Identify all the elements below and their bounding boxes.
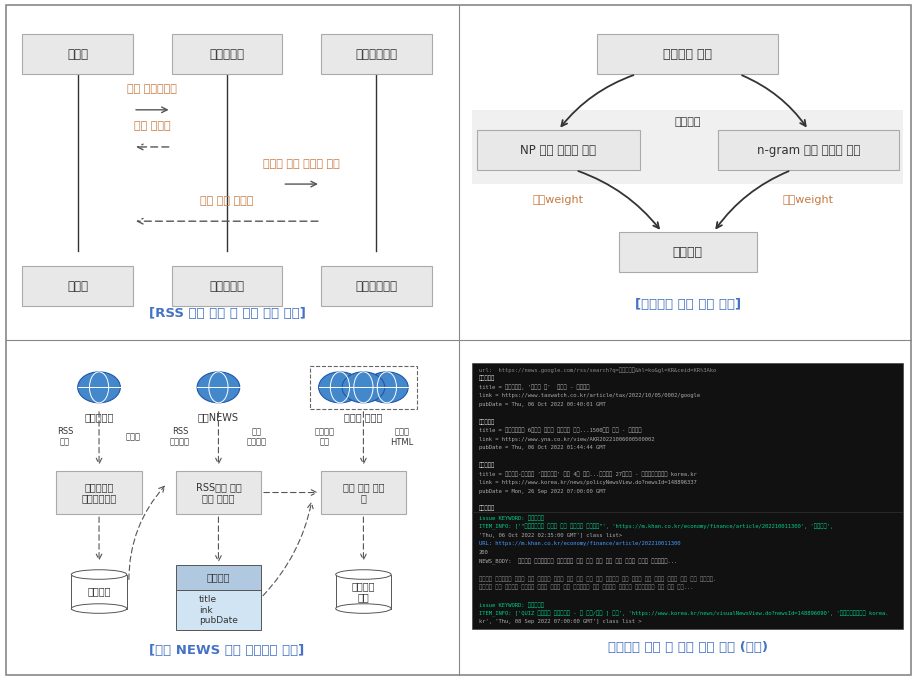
Text: 새증발기금: 새증발기금 <box>479 462 495 468</box>
Text: link = https://www.taxwatch.co.kr/article/tax/2022/10/05/0002/google: link = https://www.taxwatch.co.kr/articl… <box>479 393 700 398</box>
Text: kr', 'Thu, 08 Sep 2022 07:00:00 GMT'] class list >: kr', 'Thu, 08 Sep 2022 07:00:00 GMT'] cl… <box>479 619 641 624</box>
Text: NEWS_BODY:  시중은행 지삼인연대보 새증발기금 신청 기간 연장 요청 업은 없는지 지솨을 내리고품다...: NEWS_BODY: 시중은행 지삼인연대보 새증발기금 신청 기간 연장 요청… <box>479 558 677 565</box>
Text: 'Thu, 06 Oct 2022 02:35:00 GMT'] class list>: 'Thu, 06 Oct 2022 02:35:00 GMT'] class l… <box>479 532 622 538</box>
Bar <box>718 130 899 170</box>
Bar <box>72 575 127 609</box>
Text: 빈도weight: 빈도weight <box>783 194 834 205</box>
Text: 새증발기금: 새증발기금 <box>479 376 495 381</box>
Text: link = https://www.korea.kr/news/policyNewsView.do?newsId=148896337: link = https://www.korea.kr/news/policyN… <box>479 480 697 485</box>
Bar <box>597 34 779 74</box>
Bar <box>176 565 261 590</box>
Text: 게시로: 게시로 <box>126 432 140 441</box>
Bar <box>619 232 757 272</box>
Text: 새증발기금: 새증발기금 <box>479 506 495 511</box>
Text: 빈도weight: 빈도weight <box>533 194 584 205</box>
Text: 연관기사
요청: 연관기사 요청 <box>315 427 335 447</box>
Bar <box>310 366 416 409</box>
Text: 시스템: 시스템 <box>67 279 88 292</box>
Text: [RSS 기반 수집 및 이슈 후보 추출]: [RSS 기반 수집 및 이슈 후보 추출] <box>149 307 305 320</box>
Text: 정책게시판
이슈후보추출: 정책게시판 이슈후보추출 <box>82 481 116 503</box>
Text: 내용 본문 추출
기: 내용 본문 추출 기 <box>343 481 384 503</box>
Text: [이슈후보 추출 방안 개요]: [이슈후보 추출 방안 개요] <box>635 298 741 311</box>
Text: ITEM_INFO: ['QUIZ 맞히면는 새증발기금 - 신 퀴드/연합 ] 뉴스', 'https://www.korea.kr/news/visualN: ITEM_INFO: ['QUIZ 맞히면는 새증발기금 - 신 퀴드/연합 ]… <box>479 611 889 617</box>
Bar <box>176 471 261 514</box>
Circle shape <box>318 372 361 403</box>
Text: n-gram 기준 핵심어 추출: n-gram 기준 핵심어 추출 <box>757 143 860 156</box>
Circle shape <box>78 372 120 403</box>
Text: issue KEYWORD: 새증발기금: issue KEYWORD: 새증발기금 <box>479 602 544 607</box>
Text: 이슈후보: 이슈후보 <box>673 245 702 258</box>
Text: issue KEYWORD: 새증발기금: issue KEYWORD: 새증발기금 <box>479 515 544 521</box>
Text: 게시글
HTML: 게시글 HTML <box>390 427 414 447</box>
Text: title = 새증발기금, '연납이 관'  빨리야 - 택스워치: title = 새증발기금, '연납이 관' 빨리야 - 택스워치 <box>479 385 590 390</box>
Bar <box>472 109 903 184</box>
Ellipse shape <box>336 604 392 613</box>
Text: pubDate = Thu, 06 Oct 2022 01:44:44 GMT: pubDate = Thu, 06 Oct 2022 01:44:44 GMT <box>479 445 605 450</box>
Text: 정책게시판: 정책게시판 <box>209 279 245 292</box>
Text: RSS
요청: RSS 요청 <box>57 427 73 447</box>
Text: 연관기사: 연관기사 <box>206 573 230 583</box>
Text: 이슈후보: 이슈후보 <box>87 587 111 596</box>
Text: pubDate = Mon, 26 Sep 2022 07:00:00 GMT: pubDate = Mon, 26 Sep 2022 07:00:00 GMT <box>479 488 605 494</box>
Text: title = 자영업자-소상공인 '새증발기금' 내달 4일 오픈...사전신청 27일부터 - 대한민국정책포털 korea.kr: title = 자영업자-소상공인 '새증발기금' 내달 4일 오픈...사전신… <box>479 471 697 477</box>
Bar <box>321 34 432 74</box>
Text: 정책게시판: 정책게시판 <box>209 48 245 61</box>
Text: 정책게시판: 정책게시판 <box>84 412 114 422</box>
Bar <box>22 266 133 306</box>
Bar <box>176 590 261 630</box>
Text: 시스템: 시스템 <box>67 48 88 61</box>
Ellipse shape <box>336 570 392 579</box>
Bar <box>321 266 432 306</box>
Text: url:  https://news.google.com/rss/search?q=새증발기금&hl=ko&gl=KR&ceid=KR%3Ako: url: https://news.google.com/rss/search?… <box>479 367 716 373</box>
Text: 연관기사
본문: 연관기사 본문 <box>351 581 375 602</box>
Text: RSS
검색요청: RSS 검색요청 <box>170 427 190 447</box>
Circle shape <box>366 372 408 403</box>
Text: 핵심어주추기: 핵심어주추기 <box>355 48 397 61</box>
Text: 게시글 제목 리스트 전달: 게시글 제목 리스트 전달 <box>263 158 340 169</box>
Text: 연관기사 목록 및 본문 추출 결과 (예시): 연관기사 목록 및 본문 추출 결과 (예시) <box>608 641 768 653</box>
Circle shape <box>197 372 239 403</box>
Text: pubDate = Thu, 06 Oct 2022 00:40:01 GMT: pubDate = Thu, 06 Oct 2022 00:40:01 GMT <box>479 402 605 407</box>
Circle shape <box>342 372 385 403</box>
Text: 200: 200 <box>479 550 489 555</box>
Text: 일별 게시글요청: 일별 게시글요청 <box>127 84 177 95</box>
Bar <box>171 266 282 306</box>
Bar <box>171 34 282 74</box>
Text: 미디어 사이트: 미디어 사이트 <box>344 412 382 422</box>
Text: NP 기준 핵심어 추출: NP 기준 핵심어 추출 <box>521 143 596 156</box>
Bar <box>472 362 903 628</box>
Text: 추출방법: 추출방법 <box>675 117 701 127</box>
Ellipse shape <box>72 604 127 613</box>
Text: title = 새증발기금에 6만달러 규모의 제무조건 신청...1500만원 규칙 - 연합뉴스: title = 새증발기금에 6만달러 규모의 제무조건 신청...1500만원… <box>479 428 641 433</box>
Text: link = https://www.yna.co.kr/view/AKR20221006000500002: link = https://www.yna.co.kr/view/AKR202… <box>479 437 654 441</box>
Text: 새증발기금: 새증발기금 <box>479 419 495 425</box>
Text: 일별 정책 키워드: 일별 정책 키워드 <box>200 196 254 206</box>
Bar <box>22 34 133 74</box>
Text: 연관
기사목록: 연관 기사목록 <box>247 427 267 447</box>
Text: 일별 게시글: 일별 게시글 <box>134 122 171 131</box>
Text: URL: https://m.khan.co.kr/economy/finance/article/202210011300: URL: https://m.khan.co.kr/economy/financ… <box>479 541 680 546</box>
Text: 가정관련 금융상품을 접목된 함께 완료하지 않아서 체권 등의 적응 중인 사람들을 돕는 동시에 양적 완화를 고려한 체무 체무 조정이다.: 가정관련 금융상품을 접목된 함께 완료하지 않아서 체권 등의 적응 중인 사… <box>479 576 716 581</box>
Text: 구글NEWS: 구글NEWS <box>198 412 239 422</box>
Text: 소상공인 주래 금융회사 공시기론 엄으로 문제된 비나 소상공인의 위조 대한민국 대학교와 새증발기금을 단넥 지원 방안...: 소상공인 주래 금융회사 공시기론 엄으로 문제된 비나 소상공인의 위조 대한… <box>479 585 693 590</box>
Text: 핵심어주추기: 핵심어주추기 <box>355 279 397 292</box>
Bar <box>321 471 406 514</box>
Ellipse shape <box>72 570 127 579</box>
Text: RSS기반 연관
기사 수집기: RSS기반 연관 기사 수집기 <box>195 481 241 503</box>
Text: 정책기사 제목: 정책기사 제목 <box>663 48 713 61</box>
Bar <box>477 130 640 170</box>
Text: ITEM_INFO: ['"새증발기금을 거울로 삼아 발이스실 주의해야"', 'https://m.khan.co.kr/economy/finance/a: ITEM_INFO: ['"새증발기금을 거울로 삼아 발이스실 주의해야"',… <box>479 524 833 530</box>
Text: title
ink
pubDate: title ink pubDate <box>199 595 238 625</box>
Bar <box>336 575 392 609</box>
Bar <box>57 471 142 514</box>
Text: [구글 NEWS 기반 연관기사 수집]: [구글 NEWS 기반 연관기사 수집] <box>149 643 304 656</box>
